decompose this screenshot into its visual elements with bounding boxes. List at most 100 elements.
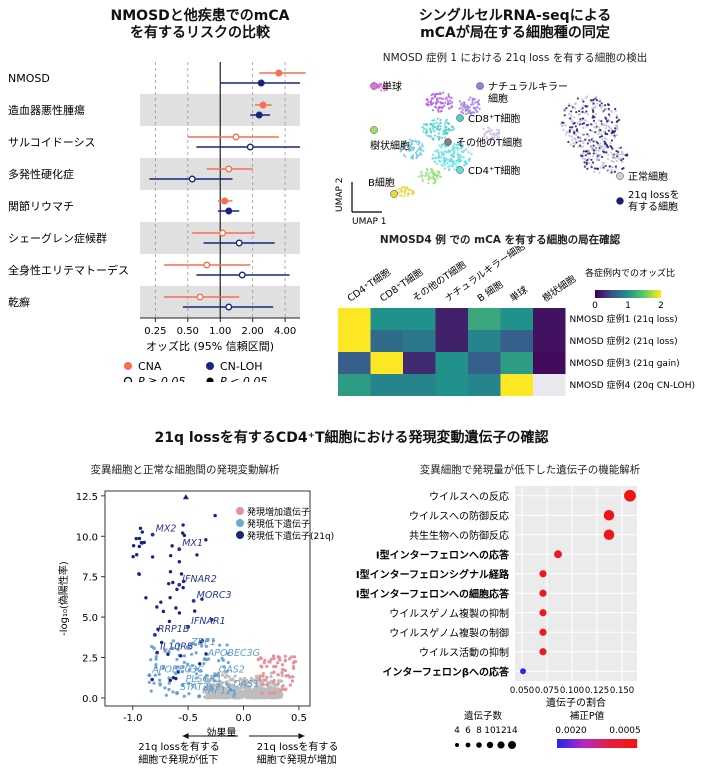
labeled-gene-point [175, 691, 179, 695]
umap-cell [600, 106, 603, 109]
umap-cell [431, 156, 434, 160]
umap-cell [431, 119, 434, 122]
color-legend-segment [611, 739, 614, 748]
gene-label: APOBEC3G [207, 648, 260, 659]
gene-point-up [280, 671, 284, 675]
gene-point-21q [175, 587, 179, 592]
heatmap-cell [500, 374, 533, 396]
umap-cell [451, 152, 454, 155]
term-dot [603, 529, 615, 541]
panel-c-title: 21q lossを有するCD4⁺T細胞における発現変動遺伝子の確認 [154, 430, 549, 446]
gene-point-up [291, 675, 295, 679]
umap-cell [464, 105, 467, 108]
umap-cell [439, 106, 443, 109]
umap-cell [451, 165, 454, 168]
umap-cell [454, 162, 457, 165]
umap-cell [436, 162, 439, 166]
gene-point-up [261, 674, 265, 678]
gene-point-down [154, 654, 158, 659]
gene-point-down [181, 665, 185, 669]
gene-point-ns [251, 692, 255, 697]
color-legend-segment [625, 739, 628, 748]
umap-cell [566, 131, 569, 134]
umap-cell [611, 147, 614, 150]
color-legend-tick: 0.0005 [609, 726, 641, 736]
umap-cell [468, 109, 472, 112]
gene-point-down [203, 676, 207, 680]
umap-cell [421, 145, 424, 148]
gene-point-down [182, 660, 186, 664]
umap-cell [433, 130, 436, 133]
gene-point-up [260, 682, 265, 687]
umap-cell [574, 125, 577, 128]
umap-cell [613, 134, 616, 137]
umap-cell [574, 102, 577, 105]
umap-cell [431, 153, 435, 156]
gene-point-21q [142, 540, 146, 545]
umap-cell [600, 119, 603, 123]
colorbar-segment [603, 290, 606, 298]
gene-point-21q [181, 585, 185, 590]
color-legend-segment [579, 739, 582, 748]
gene-label: MX1 [182, 538, 203, 549]
umap-cell [433, 177, 436, 180]
umap-cell [485, 131, 488, 134]
umap-cell [408, 150, 411, 153]
umap-cell [445, 126, 448, 129]
gene-point-down [191, 641, 195, 645]
umap-cell [419, 152, 422, 155]
color-legend-segment [567, 739, 570, 748]
gene-label: MORC3 [197, 590, 232, 601]
term-dot [539, 589, 547, 597]
umap-cell [584, 138, 587, 141]
umap-cell [437, 132, 440, 135]
odds-ratio-point [246, 143, 254, 151]
colorbar-tick: 0 [592, 301, 598, 311]
gene-point-down [171, 646, 175, 651]
gene-label: RRP1B [158, 624, 190, 635]
gene-point-up [281, 684, 285, 688]
umap-cell [597, 158, 600, 161]
heatmap-row-label: NMOSD 症例4 (20q CN-LOH) [570, 379, 696, 391]
heatmap-cell [403, 352, 436, 374]
umap-cell [469, 96, 472, 99]
umap-cell [603, 161, 606, 165]
umap-cell [581, 152, 585, 155]
umap-x-label: UMAP 1 [352, 217, 387, 227]
umap-cell [578, 144, 582, 147]
panel-b-title-line2: mCAが局在する細胞種の同定 [420, 25, 610, 41]
dotplot-title: 変異細胞で発現量が低下した遺伝子の機能解析 [419, 464, 641, 476]
gene-point-down [209, 683, 213, 688]
umap-cell [571, 119, 574, 122]
x-tick-label: 0.25 [144, 326, 166, 337]
dotplot-panel [515, 486, 637, 681]
gene-point-ns [246, 691, 250, 696]
umap-cell [568, 113, 571, 116]
umap-cell [578, 120, 582, 123]
umap-cell [436, 93, 439, 96]
umap-cell [454, 146, 457, 149]
category-label: 多発性硬化症 [8, 167, 74, 181]
umap-cell [379, 89, 383, 92]
umap-cell [591, 161, 595, 164]
umap-cell [569, 143, 572, 146]
umap-cell [467, 98, 471, 101]
odds-ratio-point [196, 293, 204, 301]
umap-cell [593, 106, 597, 109]
gene-label: PLSCR1 [186, 674, 222, 685]
gene-point-down [204, 644, 209, 648]
label-cd8: CD8⁺T細胞 [468, 112, 520, 125]
umap-cell [421, 180, 424, 183]
gene-point-ns [220, 685, 225, 689]
umap-cell [621, 160, 624, 164]
legend-label: 発現低下遺伝子(21q) [247, 530, 334, 542]
umap-cell [443, 136, 446, 139]
term-label: I型インターフェロンへの応答 [376, 548, 510, 561]
umap-cell [448, 129, 451, 132]
gene-point-ns [220, 673, 224, 677]
umap-cell [450, 160, 454, 163]
odds-ratio-point [232, 133, 240, 141]
y-tick-label: 0.0 [82, 694, 98, 705]
size-legend-dot [455, 743, 459, 747]
umap-cell [462, 164, 466, 167]
